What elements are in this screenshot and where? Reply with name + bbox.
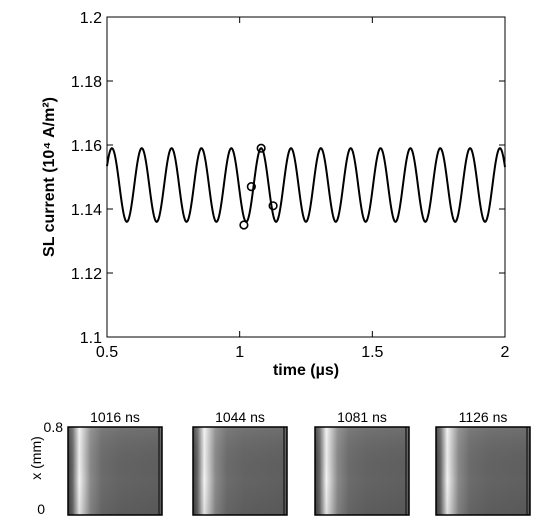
- snapshot-shading: [315, 427, 409, 515]
- y-axis-label: SL current (10⁴ A/m²): [41, 97, 58, 257]
- marker-point: [268, 201, 278, 211]
- snapshot-label: 1081 ns: [337, 409, 387, 425]
- snapshot-frame: [192, 426, 288, 516]
- snapshot-frame: [435, 426, 531, 516]
- snapshot-label: 1016 ns: [90, 409, 140, 425]
- snapshot-frame: [314, 426, 410, 516]
- snapshot-panel: 1126 ns: [435, 409, 531, 516]
- y-tick-label: 1.1: [80, 330, 102, 347]
- x-tick-label: 0.5: [96, 344, 118, 361]
- snapshot-panel: 1081 ns: [314, 409, 410, 516]
- snapshot-shading: [68, 427, 162, 515]
- snapshot-frame: [67, 426, 163, 516]
- y-tick-label: 1.12: [71, 266, 102, 283]
- series-line: [106, 147, 506, 223]
- marker-point: [239, 220, 249, 230]
- y-tick-label: 1.18: [71, 74, 102, 91]
- x-tick-label: 1.5: [361, 344, 383, 361]
- snapshot-y-axis-label: x (mm): [28, 436, 44, 480]
- x-axis-label: time (µs): [273, 362, 339, 379]
- y-tick-label: 1.16: [71, 138, 102, 155]
- snapshot-y-tick-bottom: 0: [37, 501, 45, 517]
- y-tick-label: 1.2: [80, 10, 102, 27]
- plot-frame: [106, 16, 506, 338]
- snapshot-panel: 1016 ns: [67, 409, 163, 516]
- x-tick-label: 2: [501, 344, 510, 361]
- snapshot-panel: 1044 ns: [192, 409, 288, 516]
- snapshot-y-tick-top: 0.8: [44, 419, 64, 435]
- snapshot-label: 1044 ns: [215, 409, 265, 425]
- snapshot-panels: 1016 ns 1044 ns 1081 ns 1126 ns: [67, 409, 531, 516]
- snapshot-label: 1126 ns: [459, 409, 508, 425]
- x-ticks: 0.5 1 1.5 2: [96, 17, 510, 361]
- snapshot-shading: [436, 427, 530, 515]
- x-tick-label: 1: [235, 344, 244, 361]
- marker-point: [256, 143, 266, 153]
- y-ticks: 1.1 1.12 1.14 1.16 1.18 1.2: [71, 10, 505, 347]
- markers: [239, 143, 278, 230]
- y-tick-label: 1.14: [71, 202, 102, 219]
- marker-point: [246, 182, 256, 192]
- snapshot-shading: [193, 427, 287, 515]
